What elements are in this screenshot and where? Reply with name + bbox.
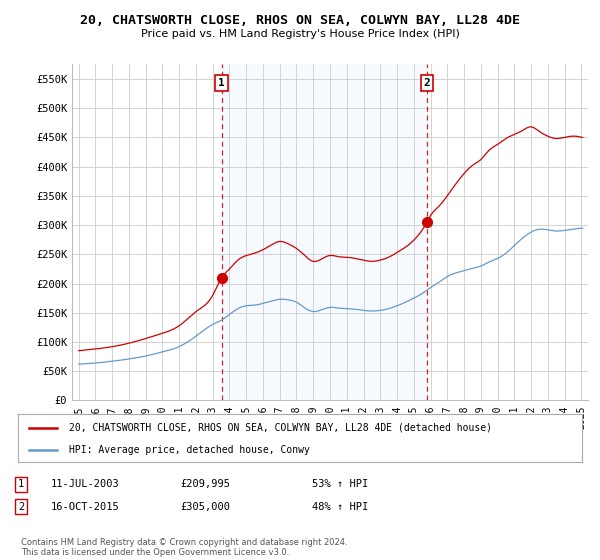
Text: 20, CHATSWORTH CLOSE, RHOS ON SEA, COLWYN BAY, LL28 4DE (detached house): 20, CHATSWORTH CLOSE, RHOS ON SEA, COLWY… [69, 423, 492, 433]
Text: 2: 2 [424, 78, 430, 88]
Bar [221, 64, 427, 400]
Text: 11-JUL-2003: 11-JUL-2003 [51, 479, 120, 489]
Text: 48% ↑ HPI: 48% ↑ HPI [312, 502, 368, 512]
Text: 1: 1 [18, 479, 24, 489]
Text: HPI: Average price, detached house, Conwy: HPI: Average price, detached house, Conw… [69, 445, 310, 455]
Text: 1: 1 [218, 78, 225, 88]
Text: Price paid vs. HM Land Registry's House Price Index (HPI): Price paid vs. HM Land Registry's House … [140, 29, 460, 39]
Text: £209,995: £209,995 [180, 479, 230, 489]
Text: 16-OCT-2015: 16-OCT-2015 [51, 502, 120, 512]
Text: 53% ↑ HPI: 53% ↑ HPI [312, 479, 368, 489]
Text: £305,000: £305,000 [180, 502, 230, 512]
Text: Contains HM Land Registry data © Crown copyright and database right 2024.
This d: Contains HM Land Registry data © Crown c… [21, 538, 347, 557]
Text: 20, CHATSWORTH CLOSE, RHOS ON SEA, COLWYN BAY, LL28 4DE: 20, CHATSWORTH CLOSE, RHOS ON SEA, COLWY… [80, 14, 520, 27]
Text: 2: 2 [18, 502, 24, 512]
